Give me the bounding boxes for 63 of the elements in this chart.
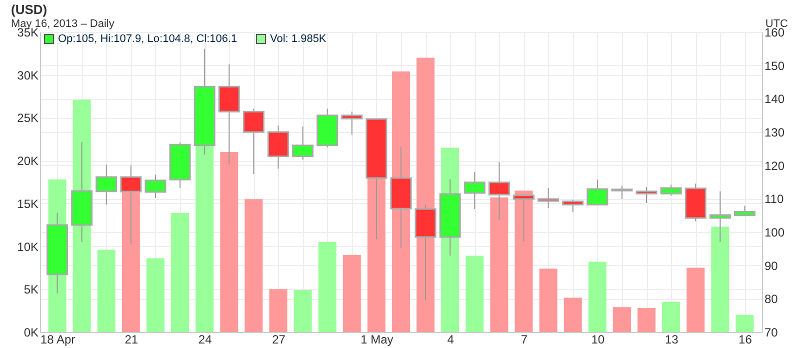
bar	[490, 197, 508, 332]
y2-tick-label: 160	[764, 26, 785, 40]
bar	[220, 152, 238, 332]
bar	[97, 250, 116, 332]
candlestick	[464, 172, 486, 210]
annotation: Op:105, Hi:107.9, Lo:104.8, Cl:106.1	[58, 33, 238, 45]
y-tick-label: 30K	[17, 68, 38, 82]
y-tick-label: 20K	[17, 154, 38, 168]
candlestick	[292, 126, 314, 160]
candlestick	[636, 186, 658, 204]
bar	[171, 212, 190, 332]
bar	[318, 242, 336, 332]
bar	[612, 307, 631, 332]
y-tick-label: 10K	[17, 240, 38, 254]
candlestick	[586, 179, 608, 206]
bar	[146, 258, 164, 332]
x-tick-label: 10	[591, 332, 605, 346]
y-tick-label: 5K	[24, 282, 38, 297]
bar	[514, 190, 533, 332]
candlestick	[562, 199, 584, 212]
candlestick	[538, 188, 560, 208]
y-tick-label: 25K	[17, 111, 38, 126]
chart-title: (USD)	[11, 2, 48, 17]
x-tick-label: 27	[272, 332, 286, 346]
x-tick-label: 18 Apr	[40, 332, 76, 346]
bar	[564, 298, 582, 332]
bar	[244, 199, 263, 332]
y2-tick-label: 90	[764, 258, 778, 273]
y2-tick-label: 150	[764, 58, 785, 73]
y-tick-label: 15K	[17, 196, 38, 211]
y2-tick-label: 80	[764, 292, 778, 306]
candlestick	[96, 164, 118, 206]
annotation: Vol: 1.985K	[270, 33, 326, 45]
candlestick	[242, 108, 264, 174]
y2-tick-label: 130	[764, 126, 785, 140]
bar	[638, 308, 656, 332]
bar	[711, 226, 730, 332]
bar	[539, 268, 558, 332]
y2-tick-label: 110	[764, 192, 784, 206]
bar	[662, 302, 680, 332]
x-tick-label: 7	[520, 332, 528, 346]
bar	[342, 254, 361, 332]
y2-tick-label: 70	[764, 326, 778, 340]
bar	[588, 262, 606, 332]
bar	[294, 290, 312, 332]
x-tick-label: 1 May	[360, 332, 394, 346]
candlestick	[611, 185, 633, 200]
y2-tick-label: 120	[764, 158, 785, 173]
candlestick	[660, 184, 682, 196]
candlestick	[144, 174, 166, 198]
x-tick-label: 4	[447, 332, 454, 346]
candlestick	[341, 111, 363, 136]
bar	[736, 314, 754, 332]
y2-tick-label: 100	[764, 226, 785, 240]
x-tick-label: 13	[664, 332, 679, 346]
bar	[686, 268, 705, 332]
x-tick-label: 24	[198, 332, 212, 346]
y-tick-label: 0K	[24, 326, 38, 340]
y2-tick-label: 140	[764, 92, 785, 106]
bar	[269, 289, 288, 332]
x-tick-label: 21	[124, 332, 138, 346]
x-tick-label: 16	[738, 332, 752, 346]
bar	[466, 256, 484, 332]
